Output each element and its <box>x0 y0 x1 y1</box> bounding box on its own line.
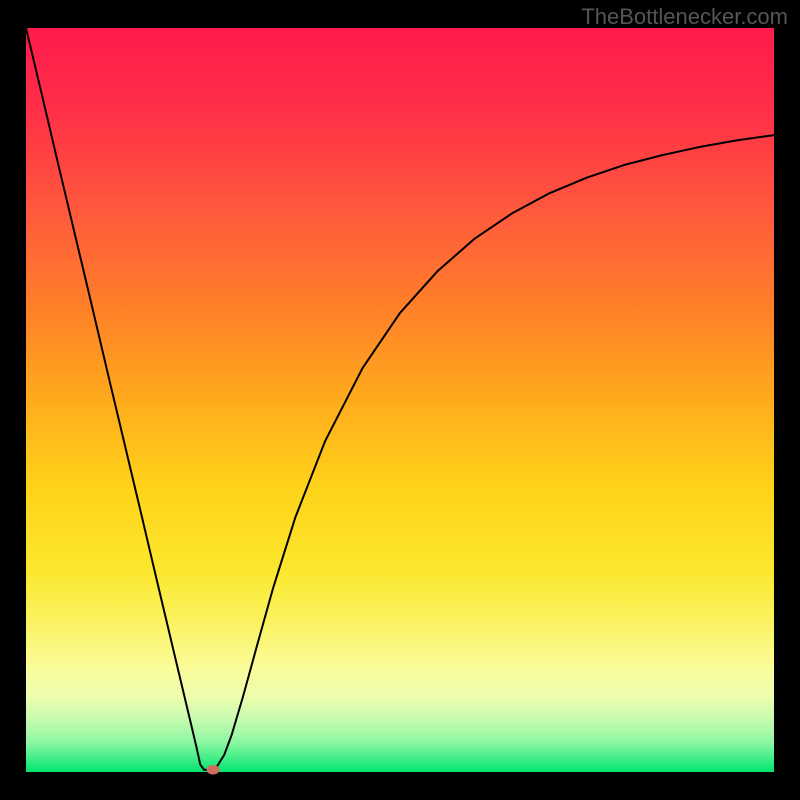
chart-container: TheBottlenecker.com <box>0 0 800 800</box>
watermark-text: TheBottlenecker.com <box>581 4 788 30</box>
bottleneck-chart <box>0 0 800 800</box>
plot-gradient-background <box>26 28 774 772</box>
optimum-marker <box>207 765 220 775</box>
